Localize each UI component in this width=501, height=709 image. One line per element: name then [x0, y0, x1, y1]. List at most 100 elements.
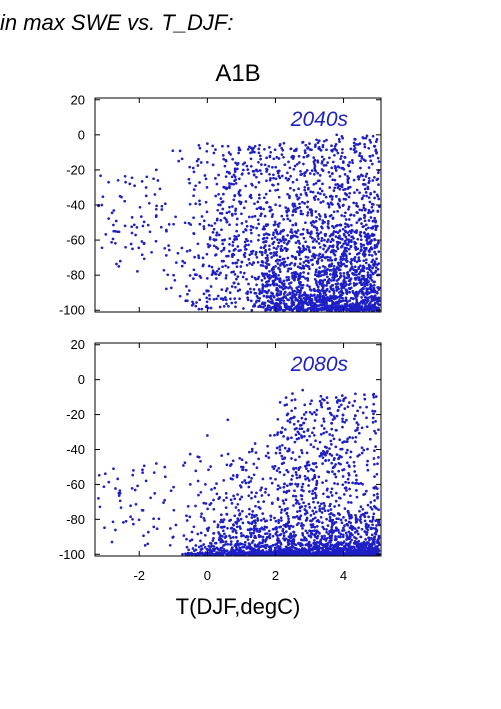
scatter-point — [286, 207, 290, 211]
scatter-point — [280, 508, 284, 512]
scatter-point — [365, 489, 368, 493]
scatter-point — [370, 297, 374, 301]
scatter-point — [269, 251, 272, 255]
scatter-point — [353, 536, 356, 539]
scatter-point — [351, 481, 354, 485]
scatter-point — [329, 308, 333, 312]
scatter-point — [262, 517, 266, 521]
scatter-point — [221, 520, 225, 524]
scatter-point — [363, 183, 367, 186]
scatter-point — [331, 178, 335, 182]
scatter-point — [346, 543, 350, 547]
scatter-point — [375, 290, 379, 294]
scatter-point — [330, 268, 333, 272]
scatter-point — [210, 273, 214, 276]
scatter-point — [336, 482, 340, 486]
scatter-point — [331, 531, 334, 535]
scatter-point — [314, 143, 317, 147]
scatter-point — [315, 525, 319, 528]
scatter-point — [367, 208, 371, 212]
scatter-point — [224, 159, 228, 163]
scatter-point — [165, 229, 168, 233]
scatter-point — [368, 138, 372, 142]
scatter-point — [300, 497, 304, 501]
scatter-point — [346, 448, 349, 452]
scatter-point — [344, 211, 347, 215]
scatter-point — [212, 552, 216, 556]
scatter-point — [306, 256, 310, 259]
scatter-point — [316, 447, 320, 451]
scatter-point — [316, 552, 320, 556]
scatter-point — [269, 205, 272, 209]
scatter-point — [335, 133, 339, 137]
scatter-point — [347, 164, 351, 168]
scatter-point — [183, 461, 187, 465]
scatter-point — [339, 532, 343, 536]
scatter-point — [346, 174, 349, 178]
scatter-point — [356, 205, 360, 208]
scatter-point — [361, 507, 365, 511]
scatter-point — [232, 182, 235, 186]
scatter-point — [335, 308, 339, 311]
scatter-point — [363, 145, 367, 149]
scatter-point — [185, 545, 189, 549]
scatter-point — [329, 439, 333, 443]
scatter-point — [220, 249, 223, 253]
scatter-point — [269, 176, 272, 180]
scatter-point — [374, 431, 378, 435]
scatter-point — [280, 249, 284, 252]
scatter-point — [347, 530, 351, 534]
scatter-point — [225, 186, 229, 190]
scatter-point — [272, 254, 276, 257]
scatter-point — [347, 205, 351, 209]
scatter-point — [293, 164, 297, 168]
scatter-point — [291, 494, 295, 498]
scatter-point — [197, 307, 201, 311]
scatter-point — [295, 308, 299, 312]
scatter-point — [291, 474, 294, 478]
scatter-point — [363, 306, 367, 310]
scatter-point — [346, 537, 349, 540]
scatter-point — [271, 301, 275, 305]
scatter-point — [219, 513, 223, 517]
scatter-point — [312, 500, 315, 504]
scatter-point — [325, 528, 328, 531]
scatter-point — [315, 281, 318, 285]
scatter-point — [310, 308, 314, 312]
scatter-point — [235, 522, 239, 525]
scatter-point — [304, 277, 307, 280]
scatter-point — [226, 144, 230, 148]
scatter-point — [273, 223, 277, 226]
scatter-point — [285, 276, 289, 279]
scatter-point — [370, 205, 374, 209]
scatter-point — [372, 412, 375, 416]
scatter-point — [290, 304, 293, 308]
scatter-point — [230, 285, 234, 288]
scatter-point — [250, 513, 254, 517]
scatter-point — [255, 283, 258, 287]
scatter-point — [272, 266, 275, 269]
scatter-point — [371, 515, 375, 519]
scatter-point — [222, 259, 225, 263]
scatter-point — [342, 203, 345, 207]
scatter-point — [234, 301, 237, 304]
scatter-point — [310, 169, 314, 172]
scatter-point — [323, 296, 327, 300]
scatter-point — [339, 261, 343, 265]
scatter-point — [265, 201, 269, 204]
scatter-point — [205, 252, 209, 256]
scatter-point — [295, 178, 299, 182]
scatter-point — [371, 271, 375, 275]
scatter-point — [293, 256, 297, 260]
scatter-point — [322, 545, 326, 549]
scatter-point — [278, 304, 282, 308]
scatter-point — [370, 278, 374, 282]
scatter-point — [215, 492, 219, 496]
scatter-point — [321, 219, 325, 222]
scatter-point — [314, 306, 318, 310]
scatter-point — [373, 176, 376, 179]
scatter-point — [322, 164, 326, 167]
scatter-point — [364, 545, 368, 549]
scatter-point — [317, 257, 320, 261]
scatter-point — [319, 231, 323, 234]
